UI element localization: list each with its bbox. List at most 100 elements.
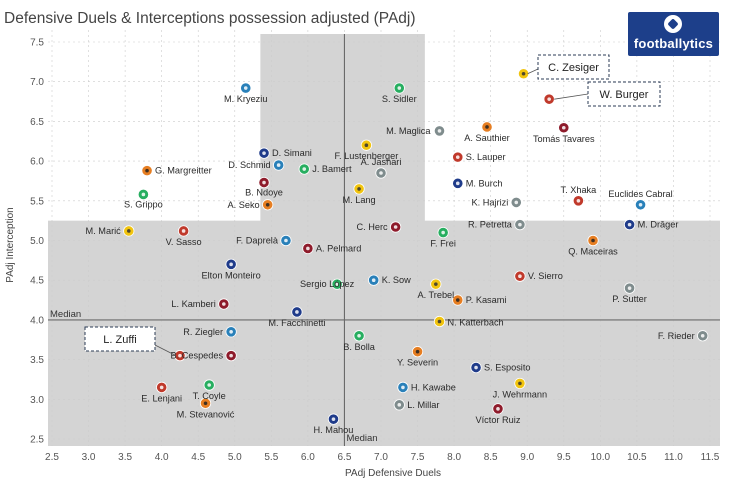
- callout-layer: C. Zesiger W. Burger L. Zuffi: [84, 54, 661, 356]
- brand-name: footballytics: [633, 36, 714, 51]
- point-layer: [123, 68, 709, 425]
- player-label-k-sow: K. Sow: [382, 275, 411, 285]
- y-tick-label: 4.0: [30, 315, 44, 326]
- player-marker-emblem: [576, 199, 581, 203]
- x-tick-label: 9.5: [557, 452, 571, 463]
- player-label-j-bamert: J. Bamert: [312, 164, 352, 174]
- player-label-b-ndoye: B. Ndoye: [245, 188, 283, 198]
- callout-zuffi-text: L. Zuffi: [103, 334, 136, 346]
- brand-logo: footballytics: [628, 12, 719, 56]
- player-marker-emblem: [397, 86, 402, 90]
- grid-layer: [48, 30, 720, 446]
- shaded-region-layer: [48, 34, 720, 446]
- player-label-m-stevanovi: M. Stevanović: [177, 409, 235, 419]
- player-label-e-lenjani: E. Lenjani: [141, 393, 182, 403]
- player-label-t-coyle: T. Coyle: [193, 391, 226, 401]
- y-tick-label: 5.5: [30, 196, 44, 207]
- player-marker-emblem: [547, 97, 551, 101]
- median-label-y: Median: [50, 309, 81, 320]
- player-label-p-kasami: P. Kasami: [466, 295, 507, 305]
- player-marker-emblem: [262, 151, 266, 155]
- player-label-d-simani: D. Simani: [272, 148, 312, 158]
- player-marker-emblem: [243, 86, 248, 90]
- player-marker-emblem: [514, 200, 519, 205]
- player-marker-emblem: [284, 238, 288, 243]
- x-tick-label: 10.0: [591, 452, 611, 463]
- x-tick-label: 3.5: [118, 452, 132, 463]
- callout-zesiger-leader: [527, 68, 539, 75]
- callout-zesiger-text: C. Zesiger: [548, 62, 599, 74]
- player-label-elton-monteiro: Elton Monteiro: [201, 270, 260, 280]
- player-marker-emblem: [455, 181, 460, 186]
- y-axis-label: PAdj Interception: [5, 207, 16, 282]
- y-tick-label: 3.5: [30, 355, 44, 366]
- y-tick-label: 7.0: [30, 77, 44, 88]
- player-label-a-trebel: A. Trebel: [417, 290, 454, 300]
- player-label-f-lustenberger: F. Lustenberger: [334, 151, 398, 161]
- chart-title: Defensive Duels & Interceptions possessi…: [4, 10, 416, 27]
- player-label-s-esposito: S. Esposito: [484, 363, 530, 373]
- player-marker-emblem: [145, 168, 149, 173]
- football-icon: [664, 15, 682, 33]
- player-marker-emblem: [207, 383, 211, 387]
- player-label-m-mari: M. Marić: [86, 226, 122, 236]
- x-tick-label: 7.0: [374, 452, 388, 463]
- x-tick-label: 11.0: [664, 452, 683, 463]
- x-tick-label: 10.5: [627, 452, 647, 463]
- player-marker-emblem: [561, 125, 566, 130]
- player-label-q-maceiras: Q. Maceiras: [568, 247, 618, 257]
- x-tick-label: 8.5: [484, 452, 498, 463]
- player-label-m-dr-ger: M. Drāger: [638, 220, 679, 230]
- x-tick-label: 4.0: [155, 452, 169, 463]
- player-label-k-hajrizi: K. Hajrizi: [471, 197, 508, 207]
- callout-burger-text: W. Burger: [600, 89, 649, 101]
- player-label-a-pelmard: A. Pelmard: [316, 243, 361, 253]
- player-marker-emblem: [591, 238, 595, 243]
- x-tick-label: 5.5: [264, 452, 278, 463]
- player-marker-emblem: [159, 385, 164, 390]
- player-label-t-xhaka: T. Xhaka: [561, 185, 598, 195]
- player-marker-emblem: [302, 167, 307, 171]
- player-label-s-grippo: S. Grippo: [124, 199, 163, 209]
- player-label-c-herc: C. Herc: [356, 222, 388, 232]
- player-label-euclides-cabral: Euclides Cabral: [608, 189, 672, 199]
- player-marker-emblem: [306, 246, 310, 251]
- player-marker-emblem: [262, 180, 266, 185]
- label-layer: M. Kryeziu S. Sidler M. Maglica A. Sauthier…: [86, 94, 695, 435]
- player-label-m-facchinetti: M. Facchinetti: [268, 318, 325, 328]
- player-label-r-ziegler: R. Ziegler: [183, 327, 223, 337]
- player-label-h-kawabe: H. Kawabe: [411, 382, 456, 392]
- player-label-l-millar: L. Millar: [407, 400, 439, 410]
- median-layer: Median Median: [48, 34, 720, 446]
- player-marker-emblem: [521, 71, 526, 76]
- player-marker-emblem: [455, 298, 460, 302]
- x-tick-label: 4.5: [191, 452, 205, 463]
- y-tick-label: 2.5: [30, 435, 44, 446]
- player-marker-emblem: [434, 282, 438, 286]
- y-tick-label: 4.5: [30, 276, 44, 287]
- player-marker-emblem: [276, 163, 281, 167]
- y-tick-label: 7.5: [30, 38, 44, 49]
- y-tick-label: 3.0: [30, 395, 44, 406]
- player-marker-emblem: [401, 385, 405, 390]
- player-label-h-mahou: H. Mahou: [314, 425, 354, 435]
- player-marker-emblem: [141, 192, 146, 197]
- player-label-f-daprel: F. Daprelà: [236, 236, 279, 246]
- x-axis-label: PAdj Defensive Duels: [345, 468, 441, 479]
- player-label-tom-s-tavares: Tomás Tavares: [533, 134, 595, 144]
- player-marker-emblem: [485, 125, 489, 129]
- callout-zesiger-box: [537, 54, 610, 80]
- player-marker-emblem: [295, 310, 299, 314]
- player-label-n-katterbach: N. Katterbach: [447, 317, 503, 327]
- player-label-s-sidler: S. Sidler: [382, 94, 417, 104]
- player-marker-emblem: [229, 330, 233, 334]
- y-tick-label: 5.0: [30, 236, 44, 247]
- player-label-a-jashari: A. Jashari: [361, 157, 402, 167]
- player-marker-emblem: [437, 319, 442, 324]
- player-marker-emblem: [229, 262, 233, 267]
- player-label-j-wehrmann: J. Wehrmann: [493, 389, 547, 399]
- x-tick-label: 6.0: [301, 452, 315, 463]
- player-marker-emblem: [455, 155, 460, 159]
- player-marker-emblem: [518, 381, 522, 386]
- x-tick-label: 6.5: [337, 452, 351, 463]
